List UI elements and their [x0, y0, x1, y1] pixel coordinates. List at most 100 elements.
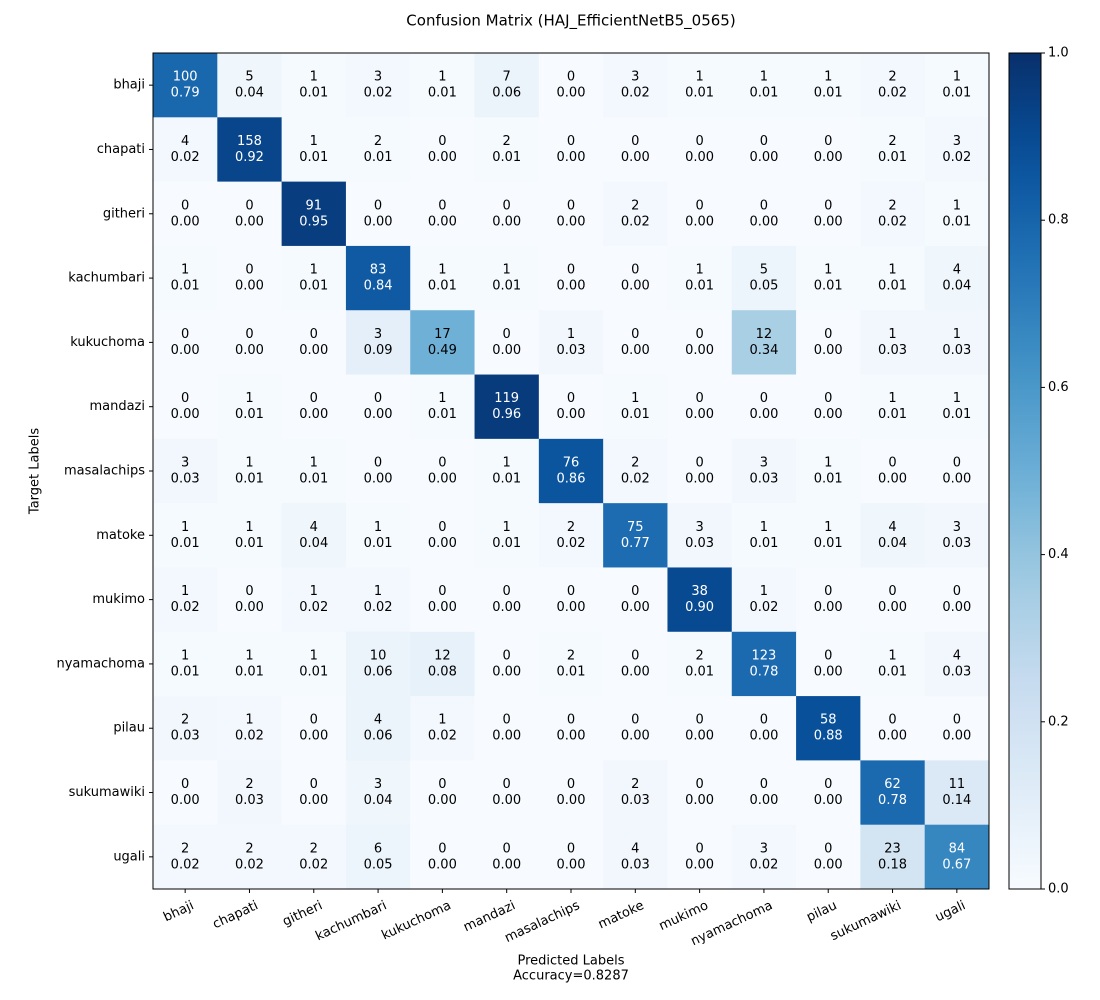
cell: [153, 181, 218, 247]
cell-ratio: 0.01: [685, 279, 714, 294]
cell-ratio: 0.00: [492, 343, 521, 358]
cell-count: 1: [888, 327, 896, 342]
cell-ratio: 0.90: [685, 600, 714, 615]
cell: [153, 374, 218, 440]
x-tick-label: kachumbari: [313, 898, 389, 944]
cell-ratio: 0.00: [299, 343, 328, 358]
cell-count: 1: [567, 327, 575, 342]
cell-count: 3: [953, 520, 961, 535]
cell-ratio: 0.06: [364, 664, 393, 679]
y-tick-label: kachumbari: [68, 271, 145, 286]
cell-count: 0: [181, 198, 189, 213]
cell-ratio: 0.04: [364, 793, 393, 808]
cell-count: 1: [824, 263, 832, 278]
cell: [796, 117, 861, 183]
cell-count: 1: [438, 713, 446, 728]
cell-ratio: 0.00: [557, 214, 586, 229]
cell-ratio: 0.02: [171, 600, 200, 615]
cell-count: 4: [374, 713, 382, 728]
cell: [860, 631, 926, 697]
cell-count: 62: [884, 777, 901, 792]
cell: [410, 760, 476, 826]
cell-ratio: 0.01: [428, 407, 457, 422]
cell: [153, 631, 218, 697]
cell: [153, 53, 218, 118]
cell: [731, 53, 797, 118]
cell-ratio: 0.00: [299, 407, 328, 422]
cell-ratio: 0.02: [621, 214, 650, 229]
cell-count: 83: [370, 263, 387, 278]
cell-ratio: 0.00: [814, 857, 843, 872]
cell-ratio: 0.02: [557, 536, 586, 551]
cell: [345, 696, 411, 761]
cell-ratio: 0.01: [171, 279, 200, 294]
cell-count: 0: [503, 198, 511, 213]
cell: [474, 631, 540, 697]
cell-ratio: 0.02: [299, 857, 328, 872]
cell-count: 3: [181, 456, 189, 471]
cell-count: 0: [567, 841, 575, 856]
cell-ratio: 0.01: [364, 150, 393, 165]
cell-ratio: 0.00: [621, 600, 650, 615]
cell-count: 2: [888, 198, 896, 213]
cell-ratio: 0.01: [814, 536, 843, 551]
cell-ratio: 0.00: [171, 214, 200, 229]
cell: [796, 631, 861, 697]
cell-count: 0: [310, 777, 318, 792]
cell-count: 1: [824, 520, 832, 535]
cell-count: 0: [503, 841, 511, 856]
cell: [345, 117, 411, 183]
cell-count: 0: [953, 584, 961, 599]
cell: [860, 760, 926, 826]
y-tick-label: pilau: [113, 721, 145, 736]
cell-ratio: 0.00: [685, 150, 714, 165]
cell-ratio: 0.00: [557, 86, 586, 101]
cell: [410, 824, 476, 890]
cell-ratio: 0.01: [299, 279, 328, 294]
cell-count: 0: [631, 584, 639, 599]
cell-ratio: 0.34: [749, 343, 778, 358]
cell-ratio: 0.84: [364, 279, 393, 294]
cell: [153, 438, 218, 504]
cell-count: 1: [824, 70, 832, 85]
cell-count: 1: [503, 263, 511, 278]
cell: [281, 567, 347, 633]
cell: [603, 117, 668, 183]
cell: [603, 53, 668, 118]
cell-ratio: 0.01: [364, 536, 393, 551]
cell-count: 84: [949, 841, 966, 856]
cell-count: 1: [695, 263, 703, 278]
cell: [538, 245, 604, 311]
cell: [474, 181, 540, 247]
cell-count: 1: [310, 263, 318, 278]
cell-count: 0: [567, 70, 575, 85]
cell-count: 2: [631, 456, 639, 471]
cell-count: 1: [438, 391, 446, 406]
cell-ratio: 0.01: [428, 86, 457, 101]
cell: [667, 631, 733, 697]
cell-ratio: 0.00: [942, 472, 971, 487]
cell: [731, 181, 797, 247]
cell-ratio: 0.00: [492, 664, 521, 679]
cell-ratio: 0.49: [428, 343, 457, 358]
cell-count: 0: [438, 841, 446, 856]
cell: [731, 245, 797, 311]
cell-ratio: 0.00: [492, 214, 521, 229]
cell-count: 1: [503, 456, 511, 471]
cell-ratio: 0.02: [621, 472, 650, 487]
cell-count: 3: [631, 70, 639, 85]
cell-count: 0: [438, 584, 446, 599]
cell: [217, 181, 283, 247]
cell-count: 12: [756, 327, 773, 342]
cell-ratio: 0.03: [557, 343, 586, 358]
cell-ratio: 0.03: [621, 793, 650, 808]
cell-ratio: 0.01: [299, 86, 328, 101]
cell-ratio: 0.77: [621, 536, 650, 551]
cell: [538, 503, 604, 568]
cell-ratio: 0.00: [878, 729, 907, 744]
cell-ratio: 0.00: [685, 343, 714, 358]
cell: [217, 53, 283, 118]
cell-count: 1: [245, 456, 253, 471]
cell-ratio: 0.00: [428, 214, 457, 229]
cell-ratio: 0.00: [235, 214, 264, 229]
